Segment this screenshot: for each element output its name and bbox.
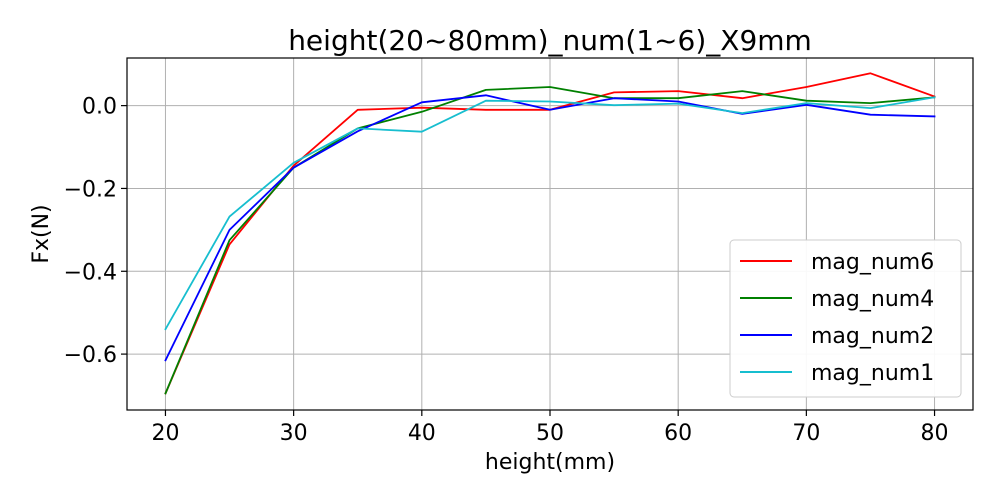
legend-box <box>729 239 962 398</box>
legend-label: mag_num1 <box>811 361 934 386</box>
y-tick-label: −0.4 <box>64 260 117 285</box>
axis-ticks: 20 30 40 50 60 70 80 0.0 −0.2 −0.4 −0.6 <box>64 95 949 446</box>
y-axis-label: Fx(N) <box>29 204 54 263</box>
legend: mag_num6 mag_num4 mag_num2 mag_num1 <box>729 239 962 398</box>
series-line-mag_num2 <box>164 94 936 362</box>
y-tick-label: −0.6 <box>64 343 117 368</box>
y-tick-label: 0.0 <box>82 95 117 120</box>
legend-label: mag_num2 <box>811 324 934 349</box>
x-axis-label: height(mm) <box>485 450 615 475</box>
series-line-mag_num1 <box>164 96 936 331</box>
x-tick-label: 40 <box>408 421 436 446</box>
y-tick-label: −0.2 <box>64 177 117 202</box>
x-tick-label: 60 <box>664 421 692 446</box>
legend-label: mag_num6 <box>811 250 934 275</box>
legend-label: mag_num4 <box>811 287 934 312</box>
x-tick-label: 20 <box>151 421 179 446</box>
x-tick-label: 50 <box>536 421 564 446</box>
x-tick-label: 30 <box>280 421 308 446</box>
x-tick-label: 80 <box>921 421 949 446</box>
chart-title: height(20~80mm)_num(1~6)_X9mm <box>288 24 812 57</box>
series-lines <box>164 72 936 395</box>
x-tick-label: 70 <box>792 421 820 446</box>
